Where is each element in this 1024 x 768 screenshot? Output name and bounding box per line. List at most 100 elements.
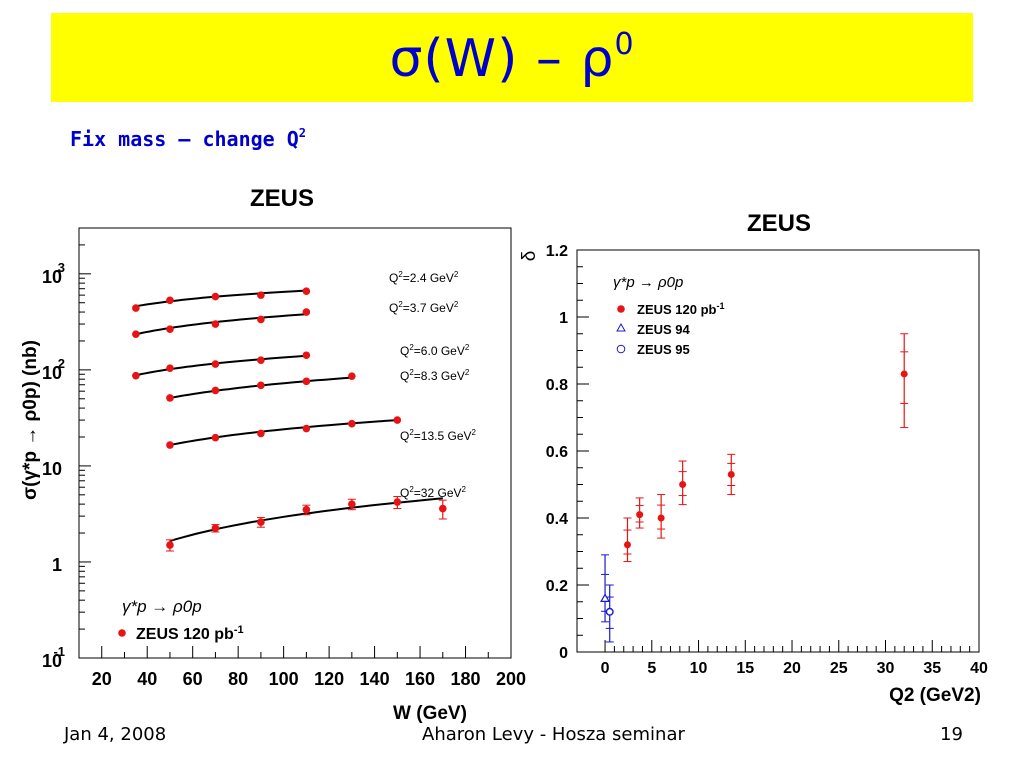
left-y-tick-label: 10 (42, 651, 62, 671)
left-x-tick-label: 80 (228, 669, 248, 689)
left-data-point (166, 296, 174, 305)
slide-title: σ(W) – ρ0 (389, 27, 634, 89)
right-data-point-open-circle (605, 607, 614, 616)
left-data-point (166, 325, 174, 334)
right-y-tick-label: 1.2 (546, 243, 568, 260)
left-data-point (257, 429, 265, 438)
left-data-point (132, 371, 140, 380)
left-data-point (132, 330, 140, 339)
left-data-point (438, 504, 447, 513)
left-chart-title: ZEUS (250, 185, 314, 212)
left-chart-xlabel: W (GeV) (393, 703, 467, 724)
left-data-point (211, 292, 220, 301)
right-x-tick-label: 20 (783, 660, 801, 677)
slide-subtitle-text: Fix mass – change Q (70, 127, 299, 151)
left-data-point (257, 518, 265, 526)
left-y-tick-label: 10 (42, 459, 62, 479)
left-series-label: Q2=2.4 GeV2 (389, 270, 459, 285)
left-data-point (302, 287, 311, 295)
right-legend-marker-red (617, 305, 625, 313)
footer-date: Jan 4, 2008 (64, 724, 167, 745)
left-y-tick-exponent: 2 (58, 356, 65, 371)
right-x-tick-label: 15 (736, 660, 754, 677)
right-data-point (657, 514, 665, 522)
right-legend-entry: ZEUS 120 pb-1 (637, 301, 724, 317)
left-fit-curve (135, 289, 307, 308)
left-x-tick-label: 200 (496, 669, 526, 689)
right-y-tick-label: 1 (559, 310, 568, 327)
left-data-point (302, 308, 311, 316)
left-x-tick-label: 60 (183, 669, 203, 689)
title-bar: σ(W) – ρ0 (51, 13, 973, 102)
left-data-point (211, 524, 220, 532)
left-y-tick-exponent: -1 (53, 644, 65, 659)
footer-page-number: 19 (940, 724, 963, 745)
left-data-point (348, 500, 356, 508)
left-data-point (348, 372, 356, 380)
left-data-point (211, 320, 220, 328)
left-x-tick-label: 20 (92, 669, 112, 689)
right-x-tick-label: 35 (923, 660, 941, 677)
right-y-tick-label: 0.6 (546, 444, 568, 461)
left-x-tick-label: 180 (451, 669, 481, 689)
left-data-point (393, 416, 402, 424)
right-data-point (900, 370, 908, 378)
left-data-point (393, 498, 402, 506)
left-data-point (211, 433, 220, 442)
left-fit-curve (135, 313, 307, 336)
right-x-tick-label: 5 (647, 660, 656, 677)
left-x-tick-label: 120 (314, 669, 344, 689)
right-x-tick-label: 0 (601, 660, 610, 677)
left-y-tick-exponent: 3 (58, 260, 65, 275)
left-x-tick-label: 160 (405, 669, 435, 689)
left-data-point (257, 291, 265, 299)
left-data-point (166, 441, 174, 449)
right-legend-entry: ZEUS 94 (637, 322, 691, 337)
left-chart-ylabel: σ(γ*p → ρ0p) (nb) (20, 340, 41, 500)
left-series-label: Q2=13.5 GeV2 (400, 428, 477, 443)
right-y-tick-label: 0.8 (546, 377, 568, 394)
left-chart-frame (78, 227, 512, 659)
footer-author: Aharon Levy - Hosza seminar (422, 724, 685, 745)
right-chart-plot: 0 5 10 15 20 25 30 35 40 0 0.2 0.4 0.6 0.8 1 1.2 γ*p → ρ… (546, 243, 988, 677)
right-x-tick-label: 25 (830, 660, 848, 677)
left-data-point (257, 381, 265, 390)
left-fit-curve (169, 419, 398, 446)
left-data-point (257, 356, 265, 365)
right-data-point (679, 481, 687, 488)
right-x-tick-label: 40 (970, 660, 988, 677)
left-data-point (302, 424, 311, 433)
left-series-label: Q2=32 GeV2 (400, 485, 467, 500)
left-y-tick-label: 10 (42, 363, 62, 383)
left-data-point (166, 541, 174, 549)
left-data-point (302, 351, 311, 360)
left-x-tick-label: 40 (137, 669, 157, 689)
left-fit-curve (135, 354, 307, 377)
right-chart-xlabel: Q2 (GeV2) (889, 685, 981, 706)
left-data-point (302, 505, 311, 514)
left-legend-process: γ*p → ρ0p (122, 597, 202, 616)
left-data-point (302, 377, 311, 386)
right-legend-marker-circle (616, 344, 626, 354)
right-data-point-triangle (600, 593, 611, 603)
right-legend-marker-triangle (616, 322, 626, 332)
left-legend-entry: ZEUS 120 pb-1 (136, 624, 244, 643)
right-data-point (623, 541, 631, 549)
slide-title-text: σ(W) – ρ (389, 28, 615, 89)
left-data-point (166, 364, 174, 373)
slide-subtitle: Fix mass – change Q2 (70, 126, 306, 151)
right-chart-title: ZEUS (747, 210, 811, 237)
left-series-label: Q2=3.7 GeV2 (389, 300, 459, 315)
right-legend-entry: ZEUS 95 (637, 342, 690, 357)
right-y-tick-label: 0 (559, 645, 568, 662)
left-data-point (166, 394, 174, 402)
left-legend-marker (118, 629, 126, 637)
right-y-tick-label: 0.2 (546, 578, 568, 595)
slide-subtitle-sup: 2 (298, 126, 307, 140)
slide-title-sup: 0 (614, 26, 635, 62)
left-data-point (211, 386, 220, 395)
right-y-tick-label: 0.4 (546, 511, 568, 528)
right-chart-ylabel: δ (519, 251, 540, 262)
right-data-point (727, 470, 735, 478)
left-data-point (257, 315, 265, 324)
